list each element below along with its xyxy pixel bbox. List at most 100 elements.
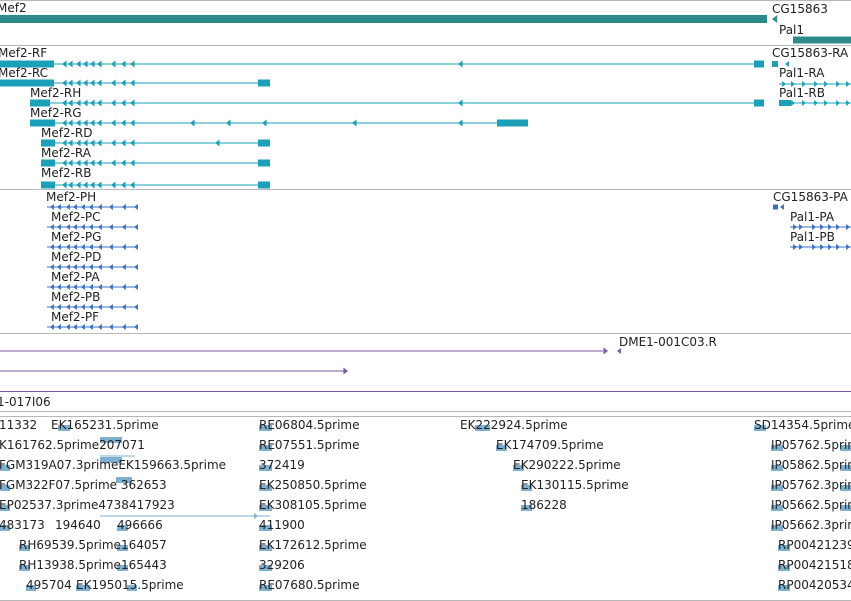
est-label[interactable]: FGM319A07.3primeEK159663.5prime [0,458,227,472]
est-label[interactable]: RH13938.5prime165443 [19,558,167,572]
est-block [0,505,10,511]
transcript-label-mef2-rf[interactable]: Mef2-RF [0,46,48,60]
est-block [117,565,128,571]
protein-label-pal1-pb[interactable]: Pal1-PB [790,230,835,244]
gene-label-cg15863[interactable]: CG15863 [772,2,828,16]
protein-label-cg15863-pa[interactable]: CG15863-PA [773,190,848,204]
est-block [521,505,532,511]
est-label[interactable]: 483173 [0,518,45,532]
est-label[interactable]: IP05662.5prime [771,498,851,512]
est-label[interactable]: IP05862.5prime [771,458,851,472]
est-label[interactable]: EK174709.5prime [496,438,604,452]
est-label[interactable]: SD14354.5prime [754,418,851,432]
est-label[interactable]: EK130115.5prime [521,478,629,492]
protein-label-mef2-pc[interactable]: Mef2-PC [51,210,101,224]
transcript-label-mef2-rh[interactable]: Mef2-RH [30,86,82,100]
est-label[interactable]: EP02537.3prime4738417923 [0,498,175,512]
clone-label-017i06[interactable]: 1-017I06 [0,395,51,409]
est-block [840,445,851,451]
protein-label-mef2-pg[interactable]: Mef2-PG [51,230,102,244]
strand-arrow-icon [57,284,61,290]
exon-block [30,99,50,107]
strand-arrow-icon [97,119,102,127]
est-label[interactable]: RP00420534 [778,578,851,592]
est-label[interactable]: 411900 [259,518,305,532]
transcript-label-pal1-rb[interactable]: Pal1-RB [779,86,825,100]
est-label[interactable]: RH69539.5prime164057 [19,538,167,552]
transcript-label-pal1-ra[interactable]: Pal1-RA [779,66,825,80]
protein-label-mef2-pd[interactable]: Mef2-PD [51,250,102,264]
est-block [754,425,766,431]
protein-label-mef2-ph[interactable]: Mef2-PH [46,190,97,204]
est-label[interactable]: 11332 [0,418,38,432]
protein-label-mef2-pf[interactable]: Mef2-PF [51,310,100,324]
strand-arrow-icon [111,159,116,167]
strand-arrow-icon [50,224,54,230]
est-label[interactable]: 329206 [259,558,305,572]
clone-track-line [0,391,851,392]
est-label[interactable]: FGM322F07.5prime 362653 [0,478,167,492]
est-label[interactable]: EK290222.5prime [513,458,621,472]
est-label[interactable]: RE07551.5prime [259,438,360,452]
est-label[interactable]: EK250850.5prime [259,478,367,492]
est-block [116,477,132,483]
transcript-label-mef2-rb[interactable]: Mef2-RB [41,166,92,180]
strand-arrow-icon [836,244,840,250]
est-label[interactable]: K161762.5prime207071 [0,438,145,452]
strand-arrow-icon [109,244,113,250]
protein-label-pal1-pa[interactable]: Pal1-PA [790,210,835,224]
strand-arrow-icon [76,139,81,147]
est-label[interactable]: RP00421518 [778,558,851,572]
transcript-label-mef2-ra[interactable]: Mef2-RA [41,146,91,160]
transcript-label-mef2-rg[interactable]: Mef2-RG [30,106,82,120]
clone-label-dme1-001c03[interactable]: DME1-001C03.R [619,335,717,349]
est-label[interactable]: EK308105.5prime [259,498,367,512]
strand-arrow-icon [66,264,70,270]
est-label[interactable]: RE07680.5prime [259,578,360,592]
est-block [496,445,507,451]
est-label[interactable]: 186228 [521,498,567,512]
est-label[interactable]: EK172612.5prime [259,538,367,552]
strand-arrow-icon [814,100,818,106]
strand-arrow-icon [81,224,85,230]
est-label[interactable]: 372419 [259,458,305,472]
strand-arrow-icon [68,60,73,68]
est-label[interactable]: RE06804.5prime [259,418,360,432]
strand-arrow-icon [121,159,126,167]
transcript-label-cg15863-ra[interactable]: CG15863-RA [772,46,849,60]
exon-block [773,204,778,210]
strand-arrow-icon [50,284,54,290]
est-label[interactable]: IP05662.3prime [771,518,851,532]
est-label[interactable]: 496666 [117,518,163,532]
est-label[interactable]: EK165231.5prime [51,418,159,432]
transcript-label-mef2-rd[interactable]: Mef2-RD [41,126,93,140]
strand-arrow-icon [76,159,81,167]
est-block [771,445,783,451]
strand-arrow-icon [111,181,116,189]
strand-arrow-icon [89,264,93,270]
est-block [778,545,790,551]
strand-arrow-icon [122,324,126,330]
est-label[interactable]: IP05762.3prime [771,478,851,492]
transcript-label-mef2-rc[interactable]: Mef2-RC [0,66,49,80]
est-label[interactable]: 194640 [55,518,101,532]
est-label[interactable]: RP00421239 [778,538,851,552]
track-divider [0,416,851,417]
exon-block [41,181,55,189]
protein-label-mef2-pa[interactable]: Mef2-PA [51,270,100,284]
est-label[interactable]: 495704 [26,578,72,592]
est-label[interactable]: EK195015.5prime [76,578,184,592]
strand-arrow-icon [134,324,138,330]
strand-arrow-icon [793,244,797,250]
gene-label-pal1[interactable]: Pal1 [779,23,805,37]
strand-arrow-icon [134,204,138,210]
est-label[interactable]: IP05762.5prime [771,438,851,452]
strand-arrow-icon [130,79,135,87]
est-label[interactable]: EK222924.5prime [460,418,568,432]
protein-label-mef2-pb[interactable]: Mef2-PB [51,290,101,304]
strand-arrow-icon [122,264,126,270]
est-block [19,565,30,571]
strand-arrow-icon [66,204,70,210]
gene-label-mef2[interactable]: Mef2 [0,1,27,15]
